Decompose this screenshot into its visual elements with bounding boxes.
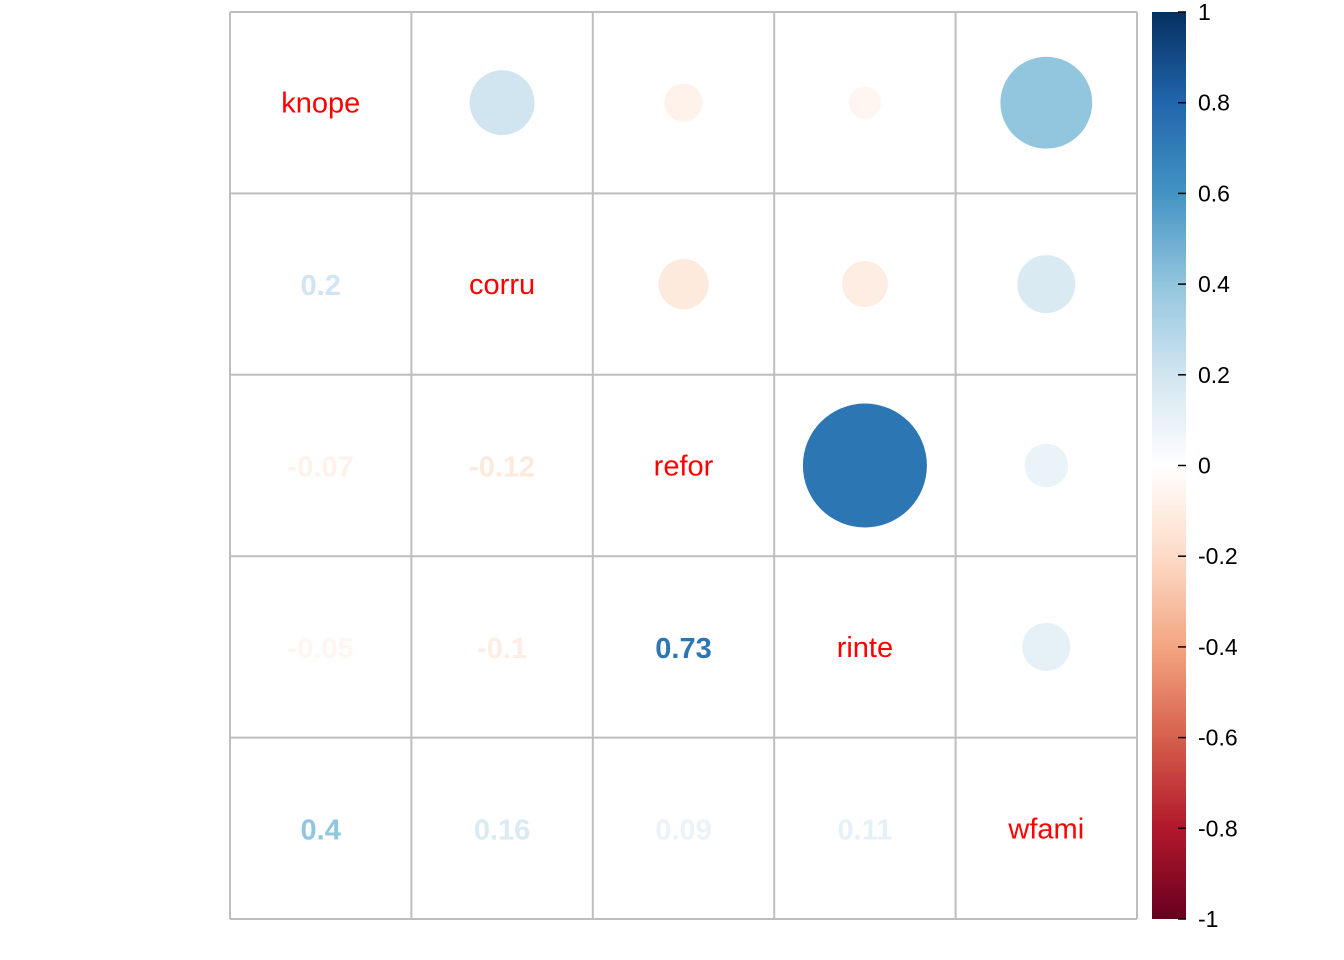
corr-circle-knope-wfami [1000,56,1093,149]
marks-layer: knope 0.2 corru -0.07 -0.12 refor -0.05 -0.1 0.7… [281,56,1093,846]
cell-corru-corru [411,193,593,375]
colorbar-tick-label: -0.8 [1198,815,1238,841]
grid-layer [229,11,1138,920]
corr-value-wfami-refor: 0.09 [655,814,711,846]
cell-wfami-refor [592,737,775,919]
cell-refor-corru [411,374,593,557]
colorbar: 1 0.8 0.6 0.4 0.2 0 -0.2 -0.4 -0.6 -0.8 -1 [1152,0,1238,932]
corr-circle-rinte-wfami [1022,622,1071,671]
variable-label-refor: refor [654,451,714,483]
corr-circle-refor-rinte [802,403,927,528]
corr-circle-knope-rinte [848,86,882,119]
colorbar-tick-label: -0.6 [1198,725,1238,751]
corr-circle-corru-rinte [841,261,888,308]
cell-wfami-rinte [774,737,956,919]
corr-circle-knope-corru [469,70,535,136]
cell-refor-knope [230,374,412,557]
variable-label-wfami: wfami [1007,813,1084,845]
colorbar-tick-label: 0.8 [1198,90,1230,116]
corr-value-rinte-refor: 0.73 [655,633,711,665]
corr-value-wfami-rinte: 0.11 [837,814,892,846]
colorbar-tick-label: 0.2 [1198,362,1230,388]
cell-wfami-corru [411,737,593,919]
corr-circle-corru-wfami [1017,255,1076,314]
cell-rinte-knope [230,556,412,738]
colorbar-tick-label: -1 [1198,906,1218,932]
colorbar-tick-label: 0.4 [1198,271,1230,297]
cells-layer [230,12,1137,919]
corr-value-refor-corru: -0.12 [469,452,535,484]
cell-rinte-corru [411,556,593,738]
cell-rinte-rinte [774,556,956,738]
corr-value-corru-knope: 0.2 [301,270,341,302]
cell-wfami-knope [230,737,412,919]
cell-rinte-refor [592,556,775,738]
corr-value-rinte-corru: -0.1 [477,633,527,665]
variable-label-corru: corru [469,269,535,301]
cell-refor-refor [592,374,775,557]
colorbar-tick-label: 0.6 [1198,180,1230,206]
corr-value-rinte-knope: -0.05 [288,633,354,665]
corr-circle-knope-refor [664,83,703,122]
corr-value-refor-knope: -0.07 [288,452,354,484]
corr-circle-refor-wfami [1024,443,1069,488]
cell-corru-knope [230,193,412,375]
corr-value-wfami-corru: 0.16 [474,814,530,846]
variable-label-rinte: rinte [837,632,893,664]
colorbar-tick-label: -0.2 [1198,543,1238,569]
cell-knope-knope [230,12,412,194]
colorbar-tick-label: 1 [1198,0,1211,25]
cell-wfami-wfami [955,737,1137,919]
variable-label-knope: knope [281,88,360,120]
corr-value-wfami-knope: 0.4 [301,814,341,846]
colorbar-tick-label: 0 [1198,453,1211,479]
colorbar-tick-label: -0.4 [1198,634,1238,660]
corr-circle-corru-refor [658,258,709,310]
